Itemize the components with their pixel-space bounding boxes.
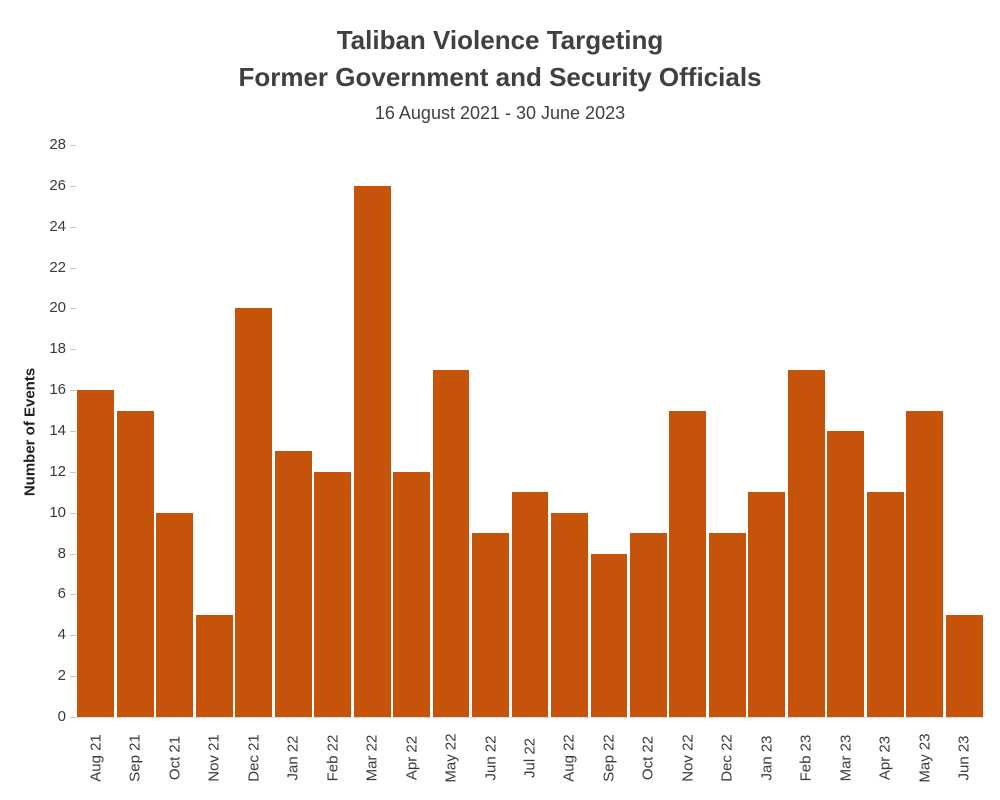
chart-title-line1: Taliban Violence Targeting bbox=[336, 25, 664, 55]
y-tick-label: 18 bbox=[49, 340, 66, 358]
x-tick-label: Feb 23 bbox=[797, 734, 815, 782]
y-tick-label: 4 bbox=[57, 626, 66, 644]
y-tick-label: 16 bbox=[49, 381, 66, 399]
x-tick-label: Sep 21 bbox=[126, 734, 144, 782]
x-tick-label: Jan 23 bbox=[758, 735, 776, 781]
x-tick-label: Mar 22 bbox=[363, 734, 381, 782]
x-tick-label: Nov 22 bbox=[679, 734, 697, 782]
y-tick-mark bbox=[70, 635, 76, 637]
x-tick-label: Aug 21 bbox=[87, 734, 105, 782]
y-tick-mark bbox=[70, 267, 76, 269]
y-tick-label: 8 bbox=[57, 544, 66, 562]
y-tick-label: 22 bbox=[49, 258, 66, 276]
bar-oct-22 bbox=[629, 533, 667, 717]
y-tick-label: 0 bbox=[57, 708, 66, 725]
bar-jan-23 bbox=[748, 492, 786, 717]
x-tick-label: May 22 bbox=[442, 733, 460, 783]
y-tick-label: 12 bbox=[49, 462, 66, 480]
x-tick-label: Nov 21 bbox=[205, 734, 223, 782]
y-tick-label: 24 bbox=[49, 217, 66, 235]
x-tick-label: Oct 21 bbox=[166, 735, 184, 781]
bar-mar-22 bbox=[353, 185, 391, 717]
x-tick-label: Jun 23 bbox=[955, 735, 973, 781]
bar-apr-23 bbox=[866, 492, 904, 717]
bar-feb-23 bbox=[787, 369, 825, 717]
x-tick-label: Dec 22 bbox=[718, 734, 736, 782]
x-tick-label: Apr 22 bbox=[403, 735, 421, 781]
x-axis-line bbox=[76, 717, 984, 718]
y-tick-label: 14 bbox=[49, 422, 66, 439]
bar-nov-22 bbox=[669, 410, 707, 717]
bar-sep-22 bbox=[590, 553, 628, 717]
x-tick-label: May 23 bbox=[916, 733, 934, 783]
y-tick-mark bbox=[70, 717, 76, 718]
x-tick-label: Jan 22 bbox=[284, 735, 302, 781]
bar-mar-23 bbox=[827, 431, 865, 717]
x-tick-label: Apr 23 bbox=[876, 735, 894, 781]
bar-sep-21 bbox=[116, 410, 154, 717]
x-tick-label: Aug 22 bbox=[560, 734, 578, 782]
bar-aug-22 bbox=[551, 512, 588, 717]
y-tick-label: 6 bbox=[57, 585, 66, 603]
x-tick-label: Jun 22 bbox=[482, 735, 500, 781]
bar-jul-22 bbox=[511, 492, 549, 717]
bar-aug-21 bbox=[77, 390, 115, 717]
y-tick-mark bbox=[70, 349, 76, 351]
x-tick-label: Dec 21 bbox=[245, 734, 263, 782]
x-tick-label: Sep 22 bbox=[600, 734, 618, 782]
y-tick-label: 10 bbox=[49, 503, 66, 521]
y-tick-mark bbox=[70, 185, 76, 187]
chart-title-line2: Former Government and Security Officials bbox=[238, 62, 762, 92]
y-tick-mark bbox=[70, 390, 76, 392]
y-tick-mark bbox=[70, 676, 76, 678]
y-tick-mark bbox=[70, 594, 76, 596]
bar-apr-22 bbox=[393, 471, 430, 717]
chart-subtitle: 16 August 2021 - 30 June 2023 bbox=[374, 103, 626, 123]
bar-dec-22 bbox=[708, 533, 746, 717]
y-tick-mark bbox=[70, 553, 76, 555]
x-tick-label: Feb 22 bbox=[324, 734, 342, 782]
bar-feb-22 bbox=[314, 471, 352, 717]
bar-may-22 bbox=[432, 369, 470, 717]
bar-may-23 bbox=[906, 410, 944, 717]
bar-nov-21 bbox=[195, 614, 233, 717]
bar-jun-23 bbox=[945, 614, 983, 717]
y-tick-label: 26 bbox=[49, 176, 66, 194]
bar-jan-22 bbox=[274, 451, 312, 717]
x-tick-label: Mar 23 bbox=[837, 734, 855, 782]
chart-title-block: Taliban Violence Targeting Former Govern… bbox=[0, 22, 1000, 126]
y-tick-label: 20 bbox=[49, 299, 66, 317]
y-tick-label: 28 bbox=[49, 136, 66, 153]
bar-dec-21 bbox=[235, 308, 273, 717]
bar-oct-21 bbox=[156, 512, 194, 717]
y-tick-mark bbox=[70, 512, 76, 514]
x-tick-label: Jul 22 bbox=[521, 737, 539, 779]
y-tick-label: 2 bbox=[57, 667, 66, 685]
y-tick-mark bbox=[70, 226, 76, 228]
x-tick-label: Oct 22 bbox=[639, 735, 657, 781]
bar-jun-22 bbox=[472, 533, 509, 717]
y-tick-mark bbox=[70, 431, 76, 432]
y-tick-mark bbox=[70, 145, 76, 146]
y-tick-mark bbox=[70, 471, 76, 473]
y-tick-mark bbox=[70, 308, 76, 310]
